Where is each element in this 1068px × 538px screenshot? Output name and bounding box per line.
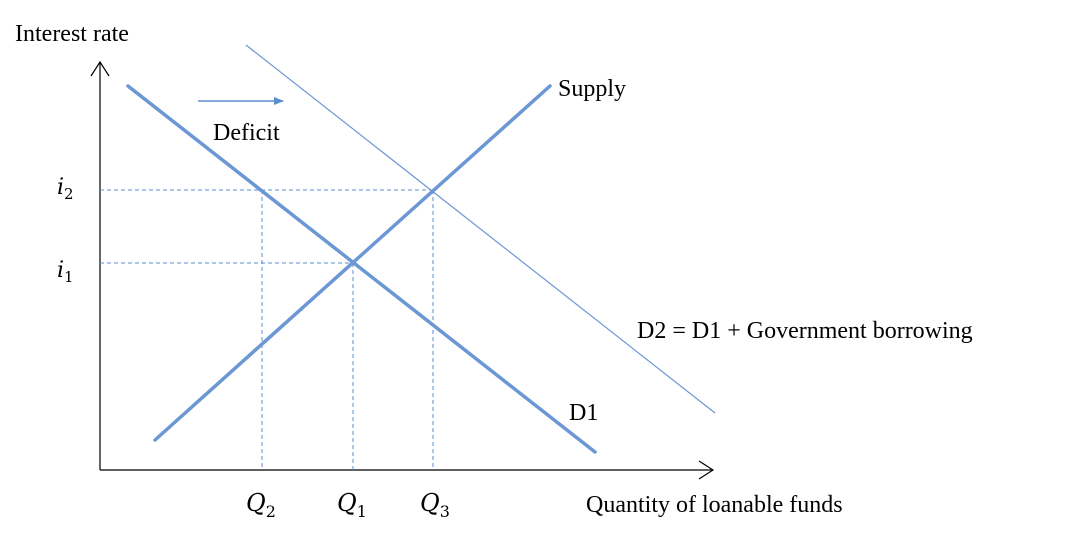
x-axis-arrowhead xyxy=(698,460,715,480)
q1-tick-label: Q1 xyxy=(337,489,367,521)
d1-demand-curve xyxy=(126,84,597,454)
q3-subscript: 3 xyxy=(440,502,450,521)
i2-tick-label: i2 xyxy=(57,175,74,203)
y-axis-arrowhead xyxy=(90,60,110,77)
y-axis-label: Interest rate xyxy=(15,21,129,47)
q3-symbol: Q xyxy=(420,489,440,517)
i2-subscript: 2 xyxy=(64,185,74,203)
q3-tick-label: Q3 xyxy=(420,489,450,521)
i2-symbol: i xyxy=(57,175,64,200)
q2-tick-label: Q2 xyxy=(246,489,276,521)
q1-symbol: Q xyxy=(337,489,357,517)
d1-label: D1 xyxy=(569,400,598,426)
supply-label: Supply xyxy=(558,76,626,102)
d2-label: D2 = D1 + Government borrowing xyxy=(637,318,973,344)
x-axis-label: Quantity of loanable funds xyxy=(586,492,843,518)
i1-symbol: i xyxy=(57,258,64,283)
q2-subscript: 2 xyxy=(266,502,276,521)
i1-subscript: 1 xyxy=(64,268,74,286)
q1-subscript: 1 xyxy=(357,502,367,521)
i1-tick-label: i1 xyxy=(57,258,74,286)
d2-demand-curve xyxy=(245,44,716,414)
deficit-label: Deficit xyxy=(213,120,280,146)
q2-symbol: Q xyxy=(246,489,266,517)
